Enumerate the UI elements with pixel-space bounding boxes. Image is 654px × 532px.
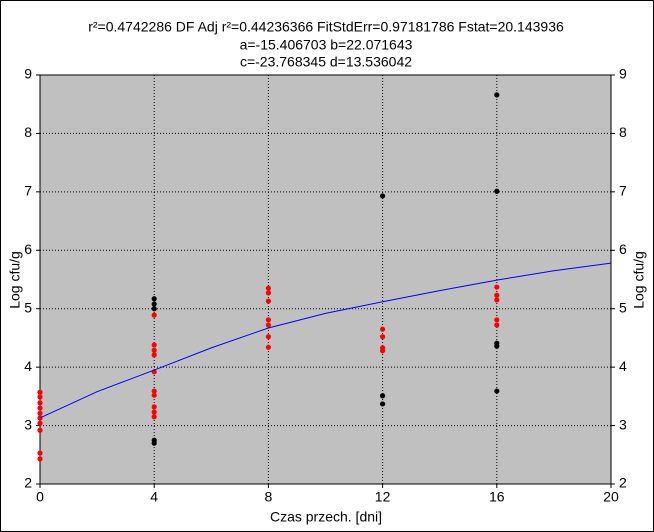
x-tick-label: 16 xyxy=(489,489,505,505)
data-point xyxy=(37,389,43,395)
y2-tick-label: 6 xyxy=(619,241,627,257)
data-point xyxy=(380,193,386,199)
data-point xyxy=(380,401,386,407)
data-point xyxy=(151,312,157,318)
y2-tick-label: 2 xyxy=(619,475,627,491)
data-point xyxy=(265,298,271,304)
data-point xyxy=(151,301,157,307)
data-point xyxy=(265,285,271,291)
y2-tick-label: 4 xyxy=(619,358,627,374)
data-point xyxy=(494,284,500,290)
x-axis-label: Czas przech. [dni] xyxy=(270,509,382,525)
data-point xyxy=(151,342,157,348)
data-point xyxy=(265,334,271,340)
y2-tick-label: 9 xyxy=(619,66,627,82)
data-point xyxy=(265,290,271,296)
data-point xyxy=(151,414,157,420)
y2-axis-label: Log cfu/g xyxy=(631,251,647,309)
title-line: a=-15.406703 b=22.071643 xyxy=(240,37,413,53)
y-tick-label: 5 xyxy=(24,299,32,315)
data-point xyxy=(151,388,157,394)
data-point xyxy=(494,92,500,98)
data-point xyxy=(380,326,386,332)
title-line: r²=0.4742286 DF Adj r²=0.44236366 FitStd… xyxy=(88,19,564,35)
data-point xyxy=(37,400,43,406)
x-tick-label: 8 xyxy=(265,489,273,505)
data-point xyxy=(37,394,43,400)
y-tick-label: 2 xyxy=(24,475,32,491)
data-point xyxy=(494,297,500,303)
x-tick-label: 4 xyxy=(150,489,158,505)
y-axis-label: Log cfu/g xyxy=(7,251,23,309)
y-tick-label: 7 xyxy=(24,183,32,199)
data-point xyxy=(37,456,43,462)
y-tick-label: 4 xyxy=(24,358,32,374)
data-point xyxy=(151,306,157,312)
data-point xyxy=(151,404,157,410)
data-point xyxy=(380,348,386,354)
data-point xyxy=(494,292,500,298)
fit-curve xyxy=(39,262,612,419)
y2-tick-label: 8 xyxy=(619,124,627,140)
data-point xyxy=(37,450,43,456)
data-point xyxy=(151,347,157,353)
data-point xyxy=(37,405,43,411)
data-point xyxy=(494,317,500,323)
title-line: c=-23.768345 d=13.536042 xyxy=(240,54,412,70)
y2-tick-label: 3 xyxy=(619,416,627,432)
x-tick-label: 0 xyxy=(36,489,44,505)
y-tick-label: 9 xyxy=(24,66,32,82)
plot-area xyxy=(39,74,612,485)
data-point xyxy=(494,388,500,394)
y-tick-label: 3 xyxy=(24,416,32,432)
data-point xyxy=(380,393,386,399)
y2-tick-label: 7 xyxy=(619,183,627,199)
data-point xyxy=(265,317,271,323)
y-tick-label: 6 xyxy=(24,241,32,257)
data-point xyxy=(37,420,43,426)
data-point xyxy=(265,344,271,350)
y2-tick-label: 5 xyxy=(619,299,627,315)
y-tick-label: 8 xyxy=(24,124,32,140)
data-point xyxy=(380,334,386,340)
x-tick-label: 20 xyxy=(603,489,619,505)
data-point xyxy=(151,409,157,415)
data-point xyxy=(494,322,500,328)
data-point xyxy=(151,392,157,398)
data-point xyxy=(494,343,500,349)
data-point xyxy=(151,352,157,358)
data-point xyxy=(151,440,157,446)
x-tick-label: 12 xyxy=(375,489,391,505)
data-point xyxy=(151,296,157,302)
data-point xyxy=(494,188,500,194)
data-point xyxy=(37,427,43,433)
data-point xyxy=(37,410,43,416)
data-point xyxy=(265,322,271,328)
